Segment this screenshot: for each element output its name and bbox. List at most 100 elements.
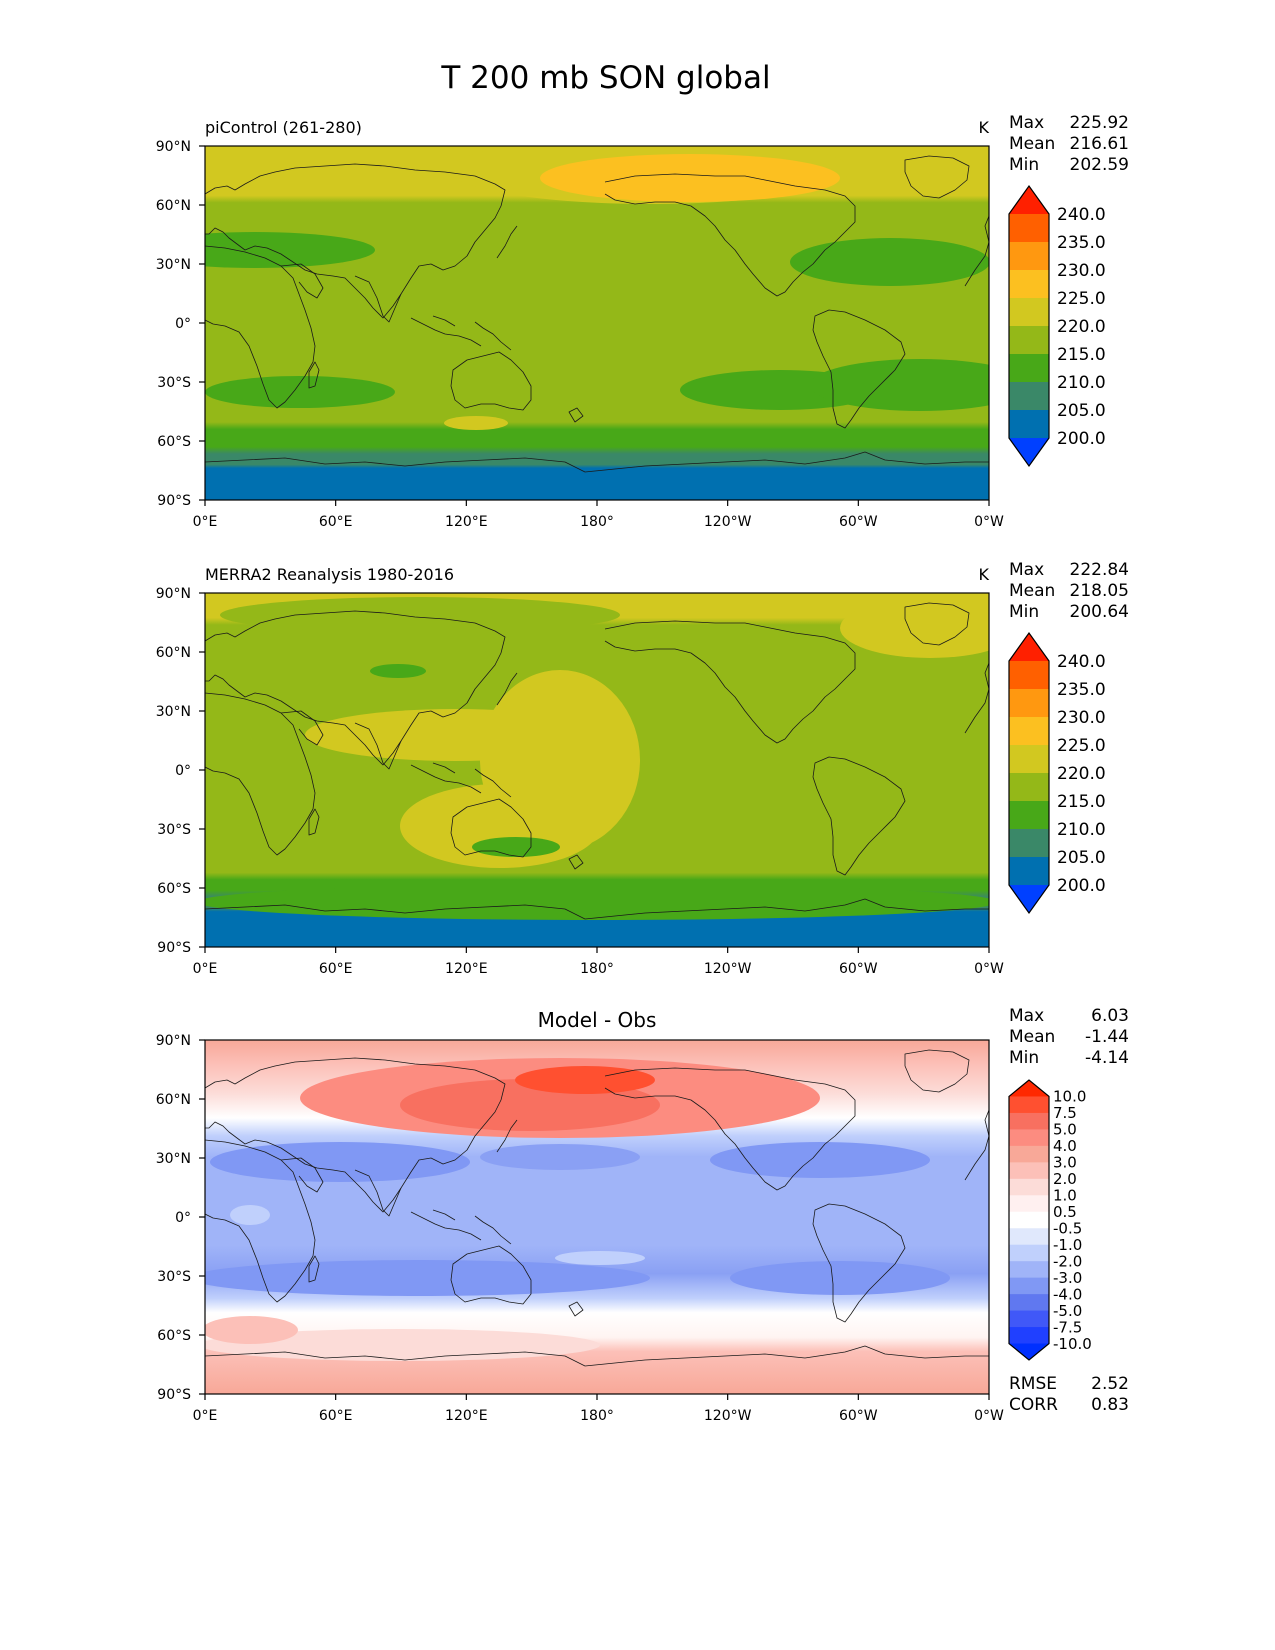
lat-tick-label: 60°S — [157, 1328, 191, 1344]
stats-block: Max 225.92 Mean 216.61 Min 202.59 — [1009, 113, 1129, 175]
colorbar-segment — [1009, 801, 1049, 830]
stat-value: 222.84 — [1070, 560, 1129, 580]
lon-tick-label: 60°W — [839, 1408, 878, 1424]
lat-tick-label: 30°S — [157, 822, 191, 838]
lat-tick-label: 90°N — [156, 1033, 191, 1049]
colorbar-outline — [1008, 1079, 1050, 1361]
colorbar: 10.07.55.04.03.02.01.00.5-0.5-1.0-2.0-3.… — [1008, 1079, 1092, 1361]
colorbar-segment — [1009, 829, 1049, 858]
lat-axis: 90°N 60°N 30°N 0° 30°S 60°S 90°S — [156, 1033, 205, 1403]
colorbar-segment — [1009, 270, 1049, 299]
colorbar-segment — [1009, 745, 1049, 774]
stat-value: 0.83 — [1091, 1395, 1129, 1415]
stat-value: 200.64 — [1070, 602, 1129, 622]
lat-tick-label: 0° — [175, 1210, 191, 1226]
panel-left-title: MERRA2 Reanalysis 1980-2016 — [205, 565, 454, 584]
figure-title: T 200 mb SON global — [440, 60, 770, 96]
lon-tick-label: 60°W — [839, 961, 878, 977]
lat-tick-label: 60°N — [156, 198, 191, 214]
stats-block: Max 222.84 Mean 218.05 Min 200.64 — [1009, 560, 1129, 622]
colorbar-segment — [1009, 1277, 1049, 1295]
colorbar-segment — [1009, 689, 1049, 718]
lat-tick-label: 90°S — [157, 1387, 191, 1403]
stats-block: Max 6.03 Mean -1.44 Min -4.14 — [1009, 1006, 1129, 1068]
colorbar-tick-label: 2.0 — [1053, 1170, 1077, 1188]
lon-tick-label: 120°E — [445, 1408, 488, 1424]
colorbar-tick-label: 200.0 — [1057, 429, 1106, 449]
colorbar-tick-label: 7.5 — [1053, 1104, 1077, 1122]
lat-tick-label: 90°N — [156, 586, 191, 602]
colorbar-tick-label: 235.0 — [1057, 233, 1106, 253]
lon-tick-label: 0°E — [193, 514, 218, 530]
lon-axis: 0°E 60°E 120°E 180° 120°W 60°W 0°W — [193, 500, 1004, 530]
stat-value: -1.44 — [1085, 1027, 1129, 1047]
lat-tick-label: 90°S — [157, 493, 191, 509]
colorbar-tick-label: 210.0 — [1057, 373, 1106, 393]
colorbar-segment — [1009, 1261, 1049, 1279]
lon-tick-label: 180° — [580, 961, 614, 977]
panel-model: piControl (261-280) K 90°N 60°N 30°N 0° 30°S… — [156, 113, 1129, 530]
colorbar-tick-label: 235.0 — [1057, 680, 1106, 700]
lat-tick-label: 0° — [175, 316, 191, 332]
colorbar-tick-label: 240.0 — [1057, 205, 1106, 225]
colorbar-segment — [1009, 1162, 1049, 1180]
colorbar: 240.0 235.0 230.0 225.0 220.0 215.0 210.0 205.0… — [1008, 184, 1106, 468]
colorbar-tick-label: -0.5 — [1053, 1219, 1082, 1237]
colorbar-segment — [1009, 382, 1049, 411]
colorbar-tick-label: 225.0 — [1057, 736, 1106, 756]
lon-tick-label: 60°E — [319, 514, 353, 530]
colorbar-segment — [1009, 1129, 1049, 1147]
lon-axis: 0°E 60°E 120°E 180° 120°W 60°W 0°W — [193, 947, 1004, 977]
panel-left-title: piControl (261-280) — [205, 118, 362, 137]
stat-value: 2.52 — [1091, 1374, 1129, 1394]
colorbar-tick-label: -3.0 — [1053, 1269, 1082, 1287]
colorbar-outline — [1008, 631, 1050, 915]
colorbar-tick-label: 4.0 — [1053, 1137, 1077, 1155]
lat-tick-label: 60°S — [157, 434, 191, 450]
colorbar-tick-label: 220.0 — [1057, 317, 1106, 337]
lon-tick-label: 60°E — [319, 961, 353, 977]
panel-obs: MERRA2 Reanalysis 1980-2016 K 90°N 60°N 30… — [156, 560, 1129, 977]
lat-tick-label: 60°N — [156, 1092, 191, 1108]
lon-tick-label: 0°E — [193, 1408, 218, 1424]
lat-tick-label: 60°S — [157, 881, 191, 897]
colorbar-segment — [1009, 410, 1049, 439]
colorbar-segment — [1009, 1244, 1049, 1262]
panel-center-title: Model - Obs — [538, 1008, 657, 1032]
colorbar-extend-min — [1009, 885, 1049, 913]
colorbar-extend-max — [1009, 1080, 1049, 1097]
panel-units: K — [979, 565, 990, 584]
colorbar-tick-label: 230.0 — [1057, 261, 1106, 281]
colorbar-tick-label: 200.0 — [1057, 876, 1106, 896]
colorbar-segment — [1009, 242, 1049, 271]
stat-label: Mean — [1009, 1027, 1055, 1047]
skill-stats: RMSE 2.52 CORR 0.83 — [1009, 1374, 1129, 1415]
colorbar-tick-label: -5.0 — [1053, 1302, 1082, 1320]
stat-label: Mean — [1009, 581, 1055, 601]
lon-tick-label: 120°W — [704, 514, 752, 530]
colorbar-tick-label: -2.0 — [1053, 1252, 1082, 1270]
map-field — [205, 146, 989, 500]
stat-label: Max — [1009, 1006, 1044, 1026]
stat-value: 202.59 — [1070, 155, 1129, 175]
panel-units: K — [979, 118, 990, 137]
colorbar-segment — [1009, 1112, 1049, 1130]
colorbar-segment — [1009, 354, 1049, 383]
colorbar-segment — [1009, 1145, 1049, 1163]
stat-label: Max — [1009, 113, 1044, 133]
lat-tick-label: 30°S — [157, 1269, 191, 1285]
stat-label: Max — [1009, 560, 1044, 580]
stat-value: -4.14 — [1085, 1048, 1129, 1068]
colorbar-segment — [1009, 1310, 1049, 1328]
stat-label: Min — [1009, 155, 1039, 175]
colorbar-tick-label: -10.0 — [1053, 1335, 1092, 1353]
map-field — [205, 593, 989, 947]
colorbar-tick-label: 220.0 — [1057, 764, 1106, 784]
stat-label: Min — [1009, 602, 1039, 622]
stat-value: 225.92 — [1070, 113, 1129, 133]
colorbar-segment — [1009, 298, 1049, 327]
colorbar-tick-label: 215.0 — [1057, 345, 1106, 365]
lon-tick-label: 60°E — [319, 1408, 353, 1424]
lat-tick-label: 30°S — [157, 375, 191, 391]
